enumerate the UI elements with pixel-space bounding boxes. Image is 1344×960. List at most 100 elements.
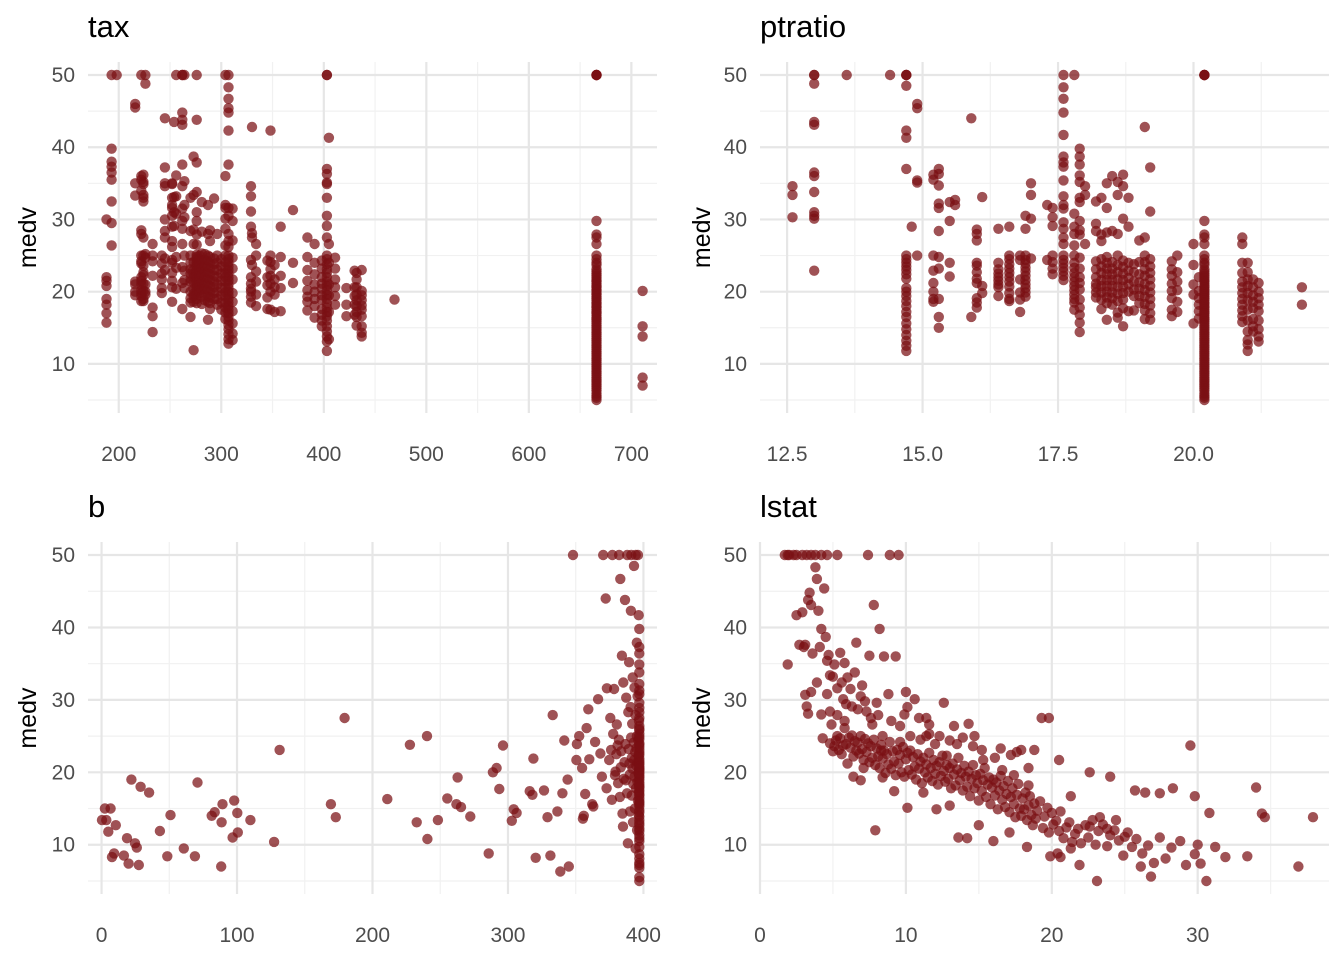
y-tick-label: 30 <box>724 689 747 712</box>
y-tick-label: 10 <box>52 353 75 376</box>
data-point <box>1074 326 1085 338</box>
panel-title-b: b <box>88 489 106 524</box>
data-point <box>634 667 645 678</box>
data-point <box>889 786 900 797</box>
data-point <box>179 69 190 81</box>
y-axis-title: medv <box>14 687 42 749</box>
data-point <box>924 719 935 730</box>
data-point <box>227 263 238 274</box>
data-point <box>625 701 636 713</box>
data-point <box>1065 791 1077 802</box>
data-point <box>809 186 820 198</box>
data-point <box>179 212 190 223</box>
data-point <box>1074 294 1085 305</box>
data-point <box>634 820 645 831</box>
data-point <box>1112 312 1123 323</box>
data-point <box>121 833 133 844</box>
data-point <box>900 686 912 698</box>
data-point <box>341 282 352 294</box>
data-point <box>839 722 850 734</box>
data-point <box>223 107 234 118</box>
data-point <box>1137 848 1148 859</box>
data-point <box>202 199 214 211</box>
data-point <box>1025 253 1037 264</box>
data-point <box>497 740 509 751</box>
data-point <box>1188 259 1199 271</box>
data-point <box>634 833 645 844</box>
data-point <box>985 799 996 810</box>
data-point <box>223 93 234 105</box>
data-point <box>1074 263 1085 274</box>
data-point <box>809 213 820 224</box>
data-point <box>562 774 573 785</box>
data-point <box>933 225 944 237</box>
y-tick-label: 50 <box>724 64 747 87</box>
x-tick-label: 200 <box>101 443 136 466</box>
data-point <box>875 745 887 756</box>
data-point <box>1160 853 1171 864</box>
data-point <box>933 311 944 323</box>
data-point <box>1051 815 1062 826</box>
data-point <box>1021 841 1033 853</box>
data-point <box>933 168 944 180</box>
data-point <box>901 163 912 175</box>
data-point <box>877 772 888 783</box>
data-point <box>813 605 824 616</box>
data-point <box>1110 814 1122 826</box>
data-point <box>977 191 988 203</box>
data-point <box>138 178 149 190</box>
data-point <box>323 238 335 250</box>
data-point <box>329 274 341 285</box>
data-point <box>329 252 341 263</box>
data-point <box>287 257 299 268</box>
data-point <box>216 861 227 872</box>
data-point <box>997 764 1008 776</box>
data-point <box>1102 841 1113 852</box>
data-point <box>1047 269 1058 280</box>
data-point <box>212 228 223 240</box>
data-point <box>220 170 231 182</box>
data-point <box>588 801 599 812</box>
data-point <box>154 825 166 837</box>
data-point <box>944 271 955 282</box>
data-point <box>108 848 120 859</box>
data-point <box>530 852 541 863</box>
data-point <box>832 549 843 561</box>
data-point <box>976 744 987 756</box>
data-point <box>223 159 234 170</box>
data-point <box>1043 827 1055 838</box>
data-point <box>929 738 941 750</box>
data-point <box>824 706 836 717</box>
data-point <box>842 672 853 683</box>
data-point <box>634 779 645 790</box>
data-point <box>1058 223 1069 234</box>
data-point <box>800 689 811 700</box>
data-point <box>884 736 895 748</box>
data-point <box>1004 827 1015 838</box>
data-point <box>432 814 444 826</box>
data-point <box>1064 817 1075 828</box>
data-point <box>622 838 634 849</box>
data-point <box>177 159 188 170</box>
data-point <box>1117 321 1129 332</box>
x-tick-label: 0 <box>754 924 766 947</box>
data-point <box>494 783 505 795</box>
data-point <box>1101 314 1113 325</box>
data-point <box>820 631 831 643</box>
data-point <box>246 121 258 133</box>
data-point <box>356 331 367 342</box>
data-point <box>827 671 839 682</box>
data-point <box>1023 780 1034 791</box>
data-point <box>1307 812 1319 823</box>
data-point <box>1084 821 1095 832</box>
data-point <box>1180 859 1192 871</box>
data-point <box>634 796 645 807</box>
y-tick-label: 30 <box>724 208 747 231</box>
data-point <box>988 835 999 847</box>
data-point <box>1172 285 1183 296</box>
data-point <box>928 277 939 289</box>
data-point <box>1074 229 1085 240</box>
data-point <box>1154 832 1166 843</box>
data-point <box>953 832 964 843</box>
